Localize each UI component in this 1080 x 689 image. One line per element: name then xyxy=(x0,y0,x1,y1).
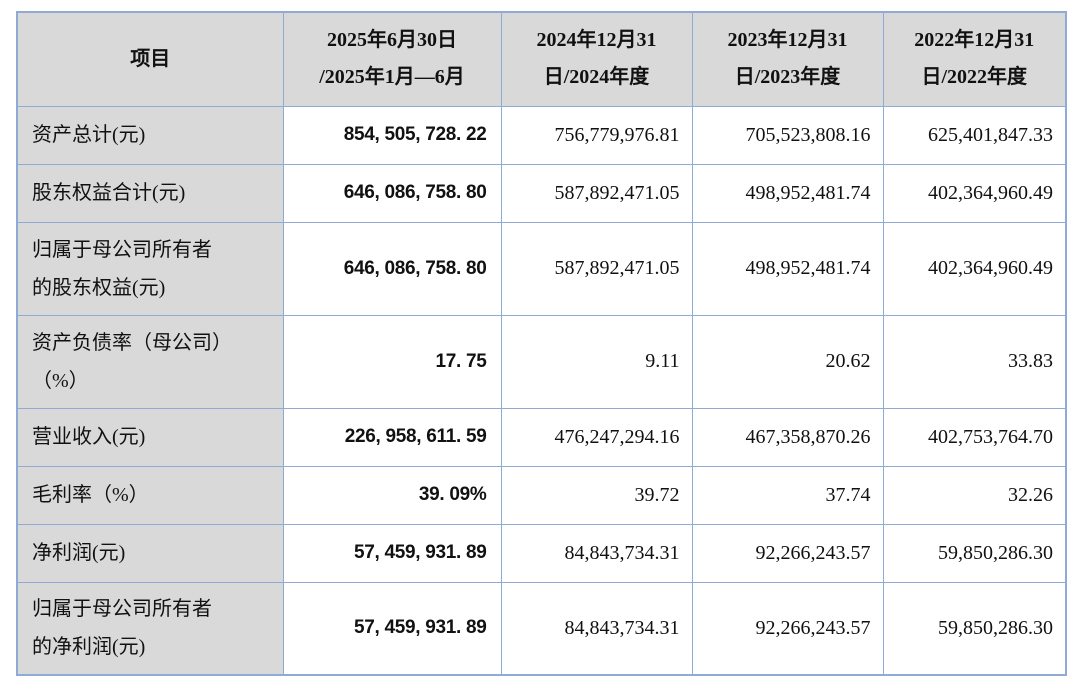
value-cell: 646, 086, 758. 80 xyxy=(282,163,502,223)
value-cell: 57, 459, 931. 89 xyxy=(282,581,502,676)
row-label-cell: 资产总计(元) xyxy=(16,105,284,165)
value-cell: 402,364,960.49 xyxy=(882,163,1067,223)
row-label-cell: 归属于母公司所有者 的股东权益(元) xyxy=(16,221,284,316)
column-header-2022: 2022年12月31 日/2022年度 xyxy=(882,11,1067,107)
row-label-cell: 营业收入(元) xyxy=(16,407,284,467)
value-cell: 17. 75 xyxy=(282,314,502,409)
value-cell: 84,843,734.31 xyxy=(500,523,693,583)
value-cell: 20.62 xyxy=(691,314,884,409)
value-cell: 57, 459, 931. 89 xyxy=(282,523,502,583)
column-header-2024: 2024年12月31 日/2024年度 xyxy=(500,11,693,107)
value-cell: 402,753,764.70 xyxy=(882,407,1067,467)
value-cell: 476,247,294.16 xyxy=(500,407,693,467)
value-cell: 9.11 xyxy=(500,314,693,409)
value-cell: 854, 505, 728. 22 xyxy=(282,105,502,165)
table-row: 归属于母公司所有者 的净利润(元) 57, 459, 931. 89 84,84… xyxy=(16,581,1067,676)
value-cell: 32.26 xyxy=(882,465,1067,525)
table-row: 营业收入(元) 226, 958, 611. 59 476,247,294.16… xyxy=(16,407,1067,467)
value-cell: 587,892,471.05 xyxy=(500,221,693,316)
value-cell: 498,952,481.74 xyxy=(691,221,884,316)
column-header-item: 项目 xyxy=(16,11,284,107)
row-label-cell: 毛利率（%） xyxy=(16,465,284,525)
value-cell: 33.83 xyxy=(882,314,1067,409)
value-cell: 92,266,243.57 xyxy=(691,523,884,583)
row-label-cell: 资产负债率（母公司） （%） xyxy=(16,314,284,409)
table-row: 毛利率（%） 39. 09% 39.72 37.74 32.26 xyxy=(16,465,1067,525)
row-label-cell: 净利润(元) xyxy=(16,523,284,583)
value-cell: 84,843,734.31 xyxy=(500,581,693,676)
value-cell: 402,364,960.49 xyxy=(882,221,1067,316)
value-cell: 467,358,870.26 xyxy=(691,407,884,467)
value-cell: 59,850,286.30 xyxy=(882,581,1067,676)
column-header-2023: 2023年12月31 日/2023年度 xyxy=(691,11,884,107)
value-cell: 587,892,471.05 xyxy=(500,163,693,223)
table-header-row: 项目 2025年6月30日 /2025年1月—6月 2024年12月31 日/2… xyxy=(16,11,1067,107)
column-header-2025: 2025年6月30日 /2025年1月—6月 xyxy=(282,11,502,107)
value-cell: 39.72 xyxy=(500,465,693,525)
table-row: 净利润(元) 57, 459, 931. 89 84,843,734.31 92… xyxy=(16,523,1067,583)
row-label-cell: 股东权益合计(元) xyxy=(16,163,284,223)
table-row: 股东权益合计(元) 646, 086, 758. 80 587,892,471.… xyxy=(16,163,1067,223)
value-cell: 92,266,243.57 xyxy=(691,581,884,676)
row-label-cell: 归属于母公司所有者 的净利润(元) xyxy=(16,581,284,676)
table-row: 资产总计(元) 854, 505, 728. 22 756,779,976.81… xyxy=(16,105,1067,165)
financial-summary-table: 项目 2025年6月30日 /2025年1月—6月 2024年12月31 日/2… xyxy=(16,11,1067,676)
value-cell: 226, 958, 611. 59 xyxy=(282,407,502,467)
value-cell: 498,952,481.74 xyxy=(691,163,884,223)
table-row: 归属于母公司所有者 的股东权益(元) 646, 086, 758. 80 587… xyxy=(16,221,1067,316)
value-cell: 705,523,808.16 xyxy=(691,105,884,165)
value-cell: 625,401,847.33 xyxy=(882,105,1067,165)
table-row: 资产负债率（母公司） （%） 17. 75 9.11 20.62 33.83 xyxy=(16,314,1067,409)
value-cell: 39. 09% xyxy=(282,465,502,525)
value-cell: 756,779,976.81 xyxy=(500,105,693,165)
value-cell: 646, 086, 758. 80 xyxy=(282,221,502,316)
value-cell: 59,850,286.30 xyxy=(882,523,1067,583)
value-cell: 37.74 xyxy=(691,465,884,525)
